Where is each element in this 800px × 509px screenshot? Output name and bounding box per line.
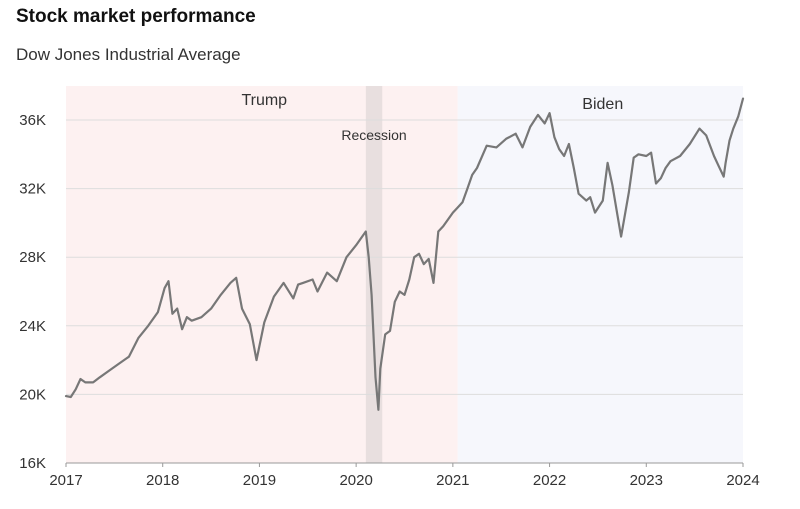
series-line-dow-jones: [64, 97, 745, 411]
y-tick-label: 28K: [19, 249, 46, 266]
chart-title: Stock market performance: [16, 6, 256, 27]
x-tick-label: 2021: [436, 472, 469, 489]
y-axis-labels: 16K 20K 24K 28K 32K 36K: [19, 112, 46, 472]
y-tick-label: 24K: [19, 318, 46, 335]
region-label-biden: Biden: [582, 96, 623, 113]
y-tick-label: 32K: [19, 181, 46, 198]
series-group: [64, 97, 745, 411]
region-label-trump: Trump: [241, 92, 287, 109]
gridlines: [66, 119, 743, 464]
era-regions: Trump Biden: [66, 86, 743, 463]
y-tick-label: 16K: [19, 455, 46, 472]
chart-subtitle: Dow Jones Industrial Average: [16, 45, 241, 64]
recession-band: [365, 86, 383, 463]
y-tick-label: 20K: [19, 386, 46, 403]
x-tick-label: 2022: [533, 472, 566, 489]
x-tick-label: 2018: [146, 472, 179, 489]
annotation-bands: Recession: [341, 86, 407, 463]
recession-label: Recession: [341, 127, 406, 143]
x-tick-label: 2024: [726, 472, 759, 489]
x-axis-labels: 2017 2018 2019 2020 2021 2022 2023 2024: [49, 463, 760, 489]
x-tick-label: 2017: [49, 472, 82, 489]
region-trump: [66, 86, 458, 463]
region-biden: [457, 86, 743, 463]
y-tick-label: 36K: [19, 112, 46, 129]
x-tick-label: 2019: [243, 472, 276, 489]
x-tick-label: 2020: [339, 472, 372, 489]
x-tick-label: 2023: [630, 472, 663, 489]
